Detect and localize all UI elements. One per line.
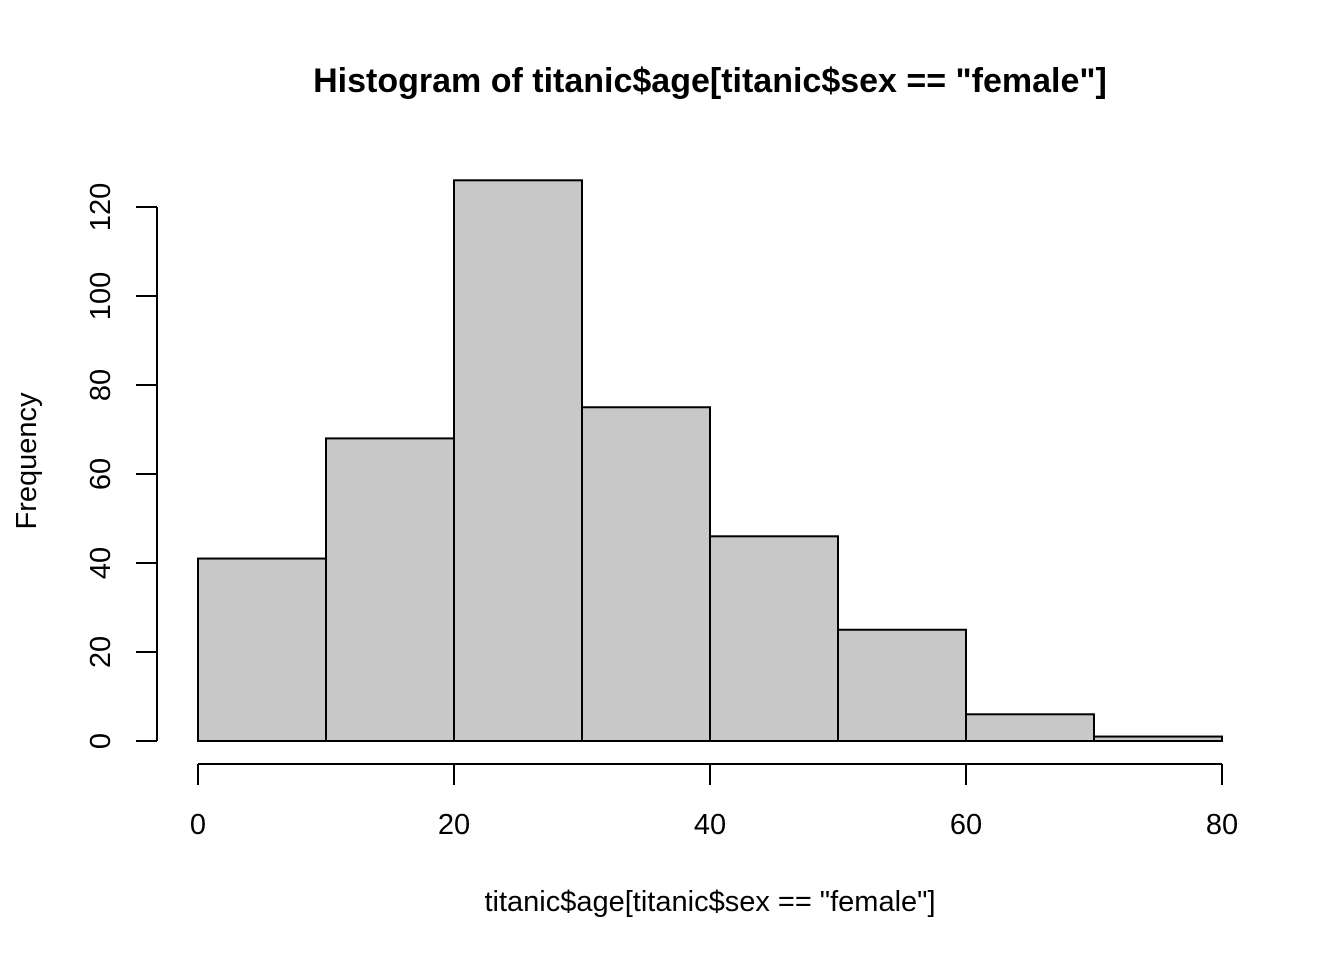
histogram-bar	[453, 179, 583, 743]
x-tick-label: 0	[190, 809, 206, 841]
y-tick-label: 80	[85, 369, 117, 401]
x-tick-label: 60	[950, 809, 982, 841]
y-tick-label: 20	[85, 636, 117, 668]
y-tick-label: 100	[85, 272, 117, 320]
histogram-bar	[1093, 735, 1223, 742]
x-tick-label: 80	[1206, 809, 1238, 841]
histogram-bar	[837, 628, 967, 742]
x-tick-label: 20	[438, 809, 470, 841]
histogram-bar	[197, 557, 327, 742]
histogram-bar	[581, 406, 711, 742]
x-axis: 0 20 40 60 80	[190, 763, 1238, 841]
histogram-bar	[709, 535, 839, 742]
y-tick-label: 120	[85, 183, 117, 231]
histogram-bar	[965, 713, 1095, 742]
histogram-bar	[325, 437, 455, 742]
y-tick-label: 60	[85, 458, 117, 490]
y-tick-label: 0	[85, 733, 117, 749]
chart-title: Histogram of titanic$age[titanic$sex == …	[313, 62, 1107, 100]
bars-group	[197, 179, 1223, 743]
y-axis-label: Frequency	[11, 392, 43, 530]
x-axis-label: titanic$age[titanic$sex == "female"]	[484, 886, 935, 918]
x-tick-label: 40	[694, 809, 726, 841]
y-tick-label: 40	[85, 547, 117, 579]
y-axis: 0 20 40 60 80 100 120	[85, 183, 158, 749]
